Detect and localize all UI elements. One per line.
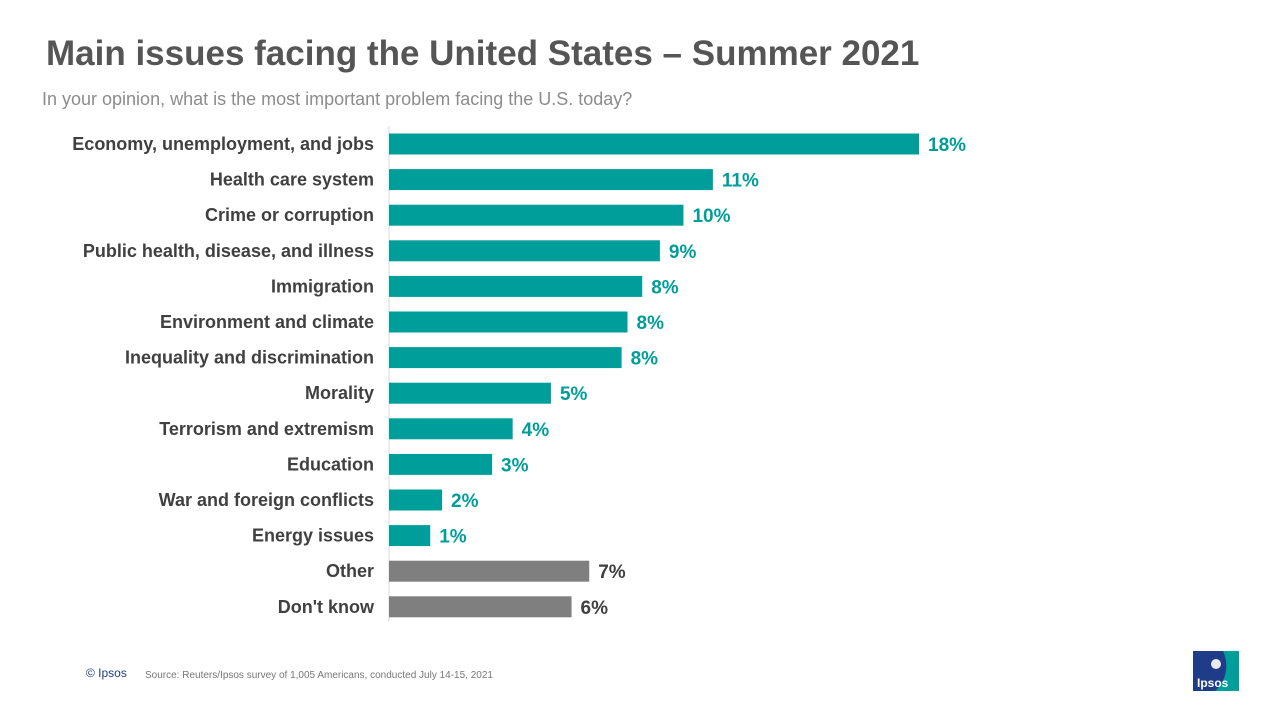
value-label: 18% xyxy=(928,135,966,156)
logo-dot xyxy=(1211,659,1221,669)
bar xyxy=(389,453,493,475)
value-label: 4% xyxy=(522,420,550,441)
category-label: Environment and climate xyxy=(160,312,374,332)
bar xyxy=(389,169,713,191)
category-label: Public health, disease, and illness xyxy=(83,241,374,261)
logo-text: Ipsos xyxy=(1197,676,1229,690)
category-label: Terrorism and extremism xyxy=(159,419,374,439)
value-label: 3% xyxy=(501,455,529,476)
bar xyxy=(389,525,431,547)
category-label: Education xyxy=(287,454,374,474)
source-note: Source: Reuters/Ipsos survey of 1,005 Am… xyxy=(145,670,493,681)
category-label: Health care system xyxy=(210,170,374,190)
category-label: War and foreign conflicts xyxy=(159,490,374,510)
value-label: 2% xyxy=(451,491,479,512)
bar xyxy=(389,204,684,226)
value-label: 8% xyxy=(631,349,659,370)
bar xyxy=(389,133,919,155)
category-label: Don't know xyxy=(278,597,375,617)
value-label: 5% xyxy=(560,384,588,405)
bar xyxy=(389,560,590,582)
value-label: 6% xyxy=(581,598,609,619)
bar-chart: Economy, unemployment, and jobs 18% Health… xyxy=(72,126,966,621)
value-label: 1% xyxy=(439,527,467,548)
bar xyxy=(389,489,442,511)
category-label: Crime or corruption xyxy=(205,205,374,225)
category-label: Inequality and discrimination xyxy=(125,348,374,368)
bar xyxy=(389,311,628,333)
value-label: 10% xyxy=(692,206,730,227)
category-label: Economy, unemployment, and jobs xyxy=(72,134,374,154)
chart-title: Main issues facing the United States – S… xyxy=(46,34,920,73)
bar xyxy=(389,275,643,297)
bar xyxy=(389,347,622,369)
category-label: Immigration xyxy=(271,276,374,296)
chart-subtitle: In your opinion, what is the most import… xyxy=(42,89,633,109)
value-label: 7% xyxy=(598,562,626,583)
bar xyxy=(389,240,660,262)
bar xyxy=(389,418,513,440)
bar xyxy=(389,596,572,618)
ipsos-logo: Ipsos xyxy=(1193,651,1239,691)
value-label: 8% xyxy=(637,313,665,334)
bar xyxy=(389,382,551,404)
category-label: Energy issues xyxy=(252,526,374,546)
value-label: 8% xyxy=(651,277,679,298)
value-label: 9% xyxy=(669,242,697,263)
copyright-text: © Ipsos xyxy=(86,666,127,680)
category-label: Other xyxy=(326,561,374,581)
category-label: Morality xyxy=(305,383,374,403)
value-label: 11% xyxy=(722,171,759,192)
logo-teal-swoosh xyxy=(1215,651,1239,691)
